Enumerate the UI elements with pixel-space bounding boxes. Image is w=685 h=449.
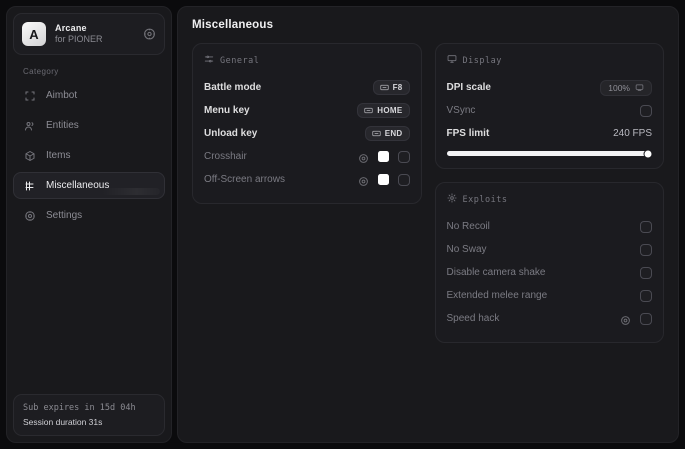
row-label: Extended melee range — [446, 290, 548, 301]
brand-title: Arcane — [55, 22, 87, 33]
checkbox-extended-melee-range[interactable] — [640, 289, 652, 302]
keybind-badge-menu-key[interactable]: HOME — [357, 103, 410, 118]
cards-columns: General Battle mode F8 Menu key — [192, 43, 664, 343]
gear-icon[interactable] — [143, 28, 156, 41]
checkbox-no-recoil[interactable] — [640, 220, 652, 233]
row-controls — [358, 150, 410, 163]
row-battle-mode[interactable]: Battle mode F8 — [204, 76, 410, 99]
sidebar-item-aimbot[interactable]: Aimbot — [13, 82, 165, 109]
row-unload-key[interactable]: Unload key END — [204, 122, 410, 145]
page-title: Miscellaneous — [192, 19, 274, 31]
keybind-value: END — [384, 129, 403, 138]
card-general: General Battle mode F8 Menu key — [192, 43, 422, 204]
fps-limit-slider-fill — [446, 151, 648, 156]
row-label: Disable camera shake — [446, 267, 546, 278]
grid-icon — [24, 180, 36, 192]
row-controls — [620, 312, 652, 325]
row-fps-limit: FPS limit 240 FPS — [447, 122, 653, 145]
sidebar-item-items[interactable]: Items — [13, 142, 165, 169]
checkbox-no-sway[interactable] — [640, 243, 652, 256]
keybind-value: HOME — [377, 106, 403, 115]
row-label: Speed hack — [446, 313, 500, 324]
category-label: Category — [23, 67, 59, 76]
row-dpi-scale[interactable]: DPI scale 100% — [446, 76, 652, 99]
session-duration: Session duration 31s — [23, 417, 103, 427]
row-label: No Recoil — [446, 221, 490, 232]
people-icon — [24, 120, 36, 132]
card-general-title: General — [220, 55, 260, 66]
sidebar: A Arcane for PIONER Category Ai — [6, 6, 172, 443]
row-label: VSync — [446, 105, 476, 116]
checkbox-offscreen-arrows[interactable] — [397, 173, 410, 186]
monitor-icon — [447, 54, 457, 67]
card-display-title: Display — [462, 55, 502, 66]
row-label: No Sway — [446, 244, 487, 255]
keybind-value: F8 — [392, 83, 403, 92]
card-display: Display DPI scale 100% VSync — [434, 43, 664, 169]
sliders-icon — [204, 54, 214, 67]
row-label: Battle mode — [204, 82, 262, 93]
color-swatch-crosshair[interactable] — [377, 151, 389, 162]
checkbox-speed-hack[interactable] — [640, 312, 652, 325]
keybind-badge-battle-mode[interactable]: F8 — [372, 80, 410, 95]
sidebar-item-label: Aimbot — [46, 90, 78, 101]
dpi-scale-value: 100% — [608, 82, 630, 93]
keybind-badge-unload-key[interactable]: END — [364, 126, 410, 141]
fps-limit-slider[interactable] — [446, 150, 652, 157]
row-label: Crosshair — [204, 151, 247, 162]
sidebar-nav: Aimbot Entities Items — [13, 82, 165, 229]
row-label: Unload key — [204, 128, 258, 139]
row-label: Off-Screen arrows — [204, 174, 285, 185]
brand-card[interactable]: A Arcane for PIONER — [13, 13, 165, 55]
row-extended-melee-range[interactable]: Extended melee range — [446, 284, 652, 307]
checkbox-crosshair[interactable] — [397, 150, 410, 163]
checkbox-disable-camera-shake[interactable] — [640, 266, 652, 279]
dpi-scale-badge[interactable]: 100% — [600, 79, 652, 96]
row-controls — [358, 173, 410, 186]
row-label: FPS limit — [446, 128, 490, 139]
box-icon — [24, 150, 36, 162]
row-no-recoil[interactable]: No Recoil — [446, 215, 652, 238]
spark-icon — [446, 193, 457, 206]
subscription-card: Sub expires in 15d 04h Session duration … — [13, 394, 165, 436]
card-display-header: Display — [447, 54, 653, 67]
row-label: Menu key — [204, 105, 250, 116]
gear-icon[interactable] — [620, 313, 631, 325]
row-speed-hack[interactable]: Speed hack — [446, 307, 652, 330]
card-general-header: General — [204, 54, 410, 67]
card-exploits-header: Exploits — [446, 193, 653, 206]
right-column: Display DPI scale 100% VSync — [434, 43, 664, 343]
row-menu-key[interactable]: Menu key HOME — [204, 99, 410, 122]
sidebar-item-entities[interactable]: Entities — [13, 112, 165, 139]
row-crosshair[interactable]: Crosshair — [204, 145, 410, 168]
gear-icon — [24, 210, 36, 222]
sidebar-item-label: Miscellaneous — [46, 180, 110, 191]
subscription-expiry: Sub expires in 15d 04h — [23, 403, 136, 413]
gear-icon[interactable] — [358, 151, 369, 163]
checkbox-vsync[interactable] — [640, 104, 652, 117]
sidebar-item-settings[interactable]: Settings — [13, 202, 165, 229]
card-exploits-title: Exploits — [462, 194, 508, 205]
row-label: DPI scale — [446, 82, 491, 93]
sidebar-item-miscellaneous[interactable]: Miscellaneous — [13, 172, 165, 199]
fps-limit-slider-knob[interactable] — [644, 150, 652, 157]
row-no-sway[interactable]: No Sway — [446, 238, 652, 261]
row-offscreen-arrows[interactable]: Off-Screen arrows — [204, 168, 410, 191]
brand-logo: A — [22, 22, 46, 46]
row-disable-camera-shake[interactable]: Disable camera shake — [446, 261, 652, 284]
row-vsync[interactable]: VSync — [446, 99, 652, 122]
gear-icon[interactable] — [358, 174, 369, 186]
brand-subtitle: for PIONER — [55, 33, 103, 44]
sidebar-item-label: Entities — [46, 120, 79, 131]
card-exploits: Exploits No Recoil No Sway Disable camer… — [434, 182, 664, 343]
sidebar-item-label: Items — [46, 150, 71, 161]
color-swatch-offscreen-arrows[interactable] — [377, 174, 389, 185]
left-column: General Battle mode F8 Menu key — [192, 43, 422, 204]
main-panel: Miscellaneous General — [177, 6, 679, 443]
brand-text: Arcane for PIONER — [55, 22, 103, 45]
fps-limit-value: 240 FPS — [613, 128, 652, 139]
sidebar-item-label: Settings — [46, 210, 83, 221]
crosshair-icon — [24, 90, 36, 102]
